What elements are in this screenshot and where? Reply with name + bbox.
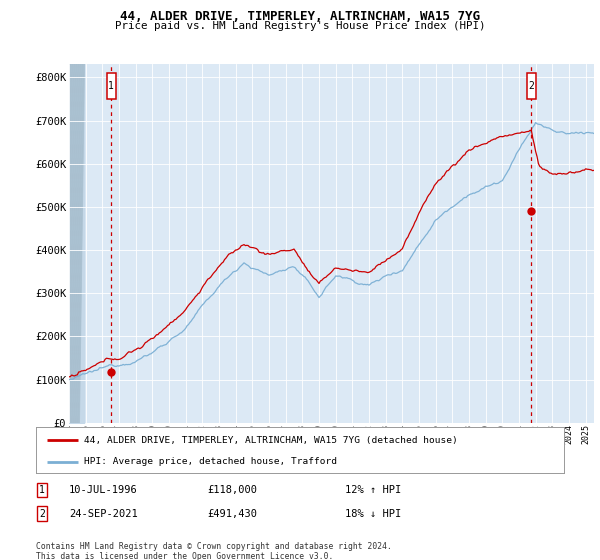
Text: 44, ALDER DRIVE, TIMPERLEY, ALTRINCHAM, WA15 7YG (detached house): 44, ALDER DRIVE, TIMPERLEY, ALTRINCHAM, … bbox=[83, 436, 457, 445]
Text: 24-SEP-2021: 24-SEP-2021 bbox=[69, 508, 138, 519]
Text: 44, ALDER DRIVE, TIMPERLEY, ALTRINCHAM, WA15 7YG: 44, ALDER DRIVE, TIMPERLEY, ALTRINCHAM, … bbox=[120, 10, 480, 23]
Text: Price paid vs. HM Land Registry's House Price Index (HPI): Price paid vs. HM Land Registry's House … bbox=[115, 21, 485, 31]
Text: 2: 2 bbox=[528, 81, 534, 91]
Text: 10-JUL-1996: 10-JUL-1996 bbox=[69, 485, 138, 495]
Text: 18% ↓ HPI: 18% ↓ HPI bbox=[345, 508, 401, 519]
FancyBboxPatch shape bbox=[107, 73, 116, 99]
Text: 2: 2 bbox=[39, 508, 45, 519]
Text: 1: 1 bbox=[108, 81, 114, 91]
Text: £491,430: £491,430 bbox=[207, 508, 257, 519]
Text: HPI: Average price, detached house, Trafford: HPI: Average price, detached house, Traf… bbox=[83, 457, 337, 466]
Text: £118,000: £118,000 bbox=[207, 485, 257, 495]
Text: 1: 1 bbox=[39, 485, 45, 495]
Text: 12% ↑ HPI: 12% ↑ HPI bbox=[345, 485, 401, 495]
Text: Contains HM Land Registry data © Crown copyright and database right 2024.
This d: Contains HM Land Registry data © Crown c… bbox=[36, 542, 392, 560]
FancyBboxPatch shape bbox=[527, 73, 536, 99]
